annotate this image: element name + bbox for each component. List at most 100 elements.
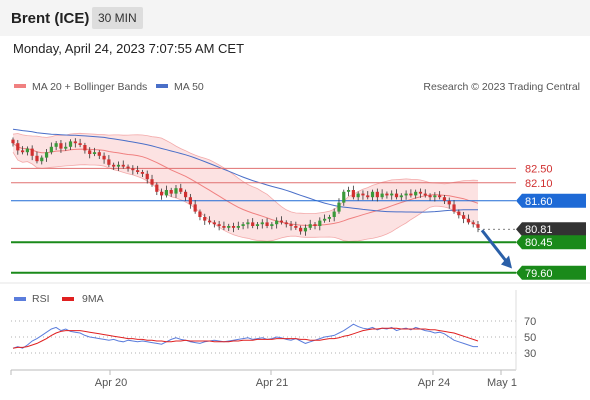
candle-body	[370, 191, 375, 198]
candle-body	[131, 168, 135, 171]
rsi9-line	[12, 327, 479, 349]
candle-body	[150, 179, 154, 185]
candle-body	[476, 224, 480, 228]
candle-body	[227, 226, 231, 228]
x-tick-label-2: Apr 24	[418, 377, 450, 389]
level-tag-3	[516, 222, 586, 237]
candle-body	[322, 218, 327, 221]
level-label-2: 81.60	[525, 196, 553, 208]
candle-body	[442, 197, 447, 201]
candle-body	[102, 155, 106, 160]
candle-body	[54, 143, 58, 147]
candle-body	[222, 226, 226, 228]
candle-body	[40, 157, 44, 162]
candle-body	[318, 220, 322, 226]
candle-body	[188, 197, 192, 205]
candle-body	[59, 143, 63, 149]
x-tick-label-3: May 1	[487, 377, 517, 389]
rsi9-legend-label: 9MA	[82, 293, 104, 305]
candle-body	[399, 195, 403, 198]
rsi-layer: 70 50 30	[11, 316, 536, 360]
candle-body	[423, 193, 427, 196]
candle-body	[394, 193, 399, 198]
candle-body	[294, 226, 298, 228]
level-tag-5	[516, 265, 586, 280]
candle-body	[260, 222, 264, 225]
level-label-1: 82.10	[525, 178, 553, 190]
candle-body	[279, 220, 284, 223]
ma20-legend-label: MA 20 + Bollinger Bands	[32, 81, 147, 93]
forecast-arrow-head	[501, 255, 512, 269]
forecast-arrow-shaft	[480, 229, 510, 265]
ma20-line	[12, 142, 479, 226]
main-legend: MA 20 + Bollinger Bands MA 50 Research ©…	[14, 81, 580, 93]
ma20-legend-swatch	[14, 84, 26, 88]
candle-body	[236, 226, 240, 228]
candle-body	[83, 145, 87, 151]
candle-body	[361, 193, 365, 196]
x-axis: Apr 20 Apr 21 Apr 24 May 1	[10, 290, 517, 389]
candle-body	[121, 164, 125, 167]
candle-body	[275, 220, 279, 225]
candle-body	[337, 202, 341, 212]
level-tag-2	[516, 193, 586, 208]
bollinger-band	[13, 133, 478, 242]
header-bar: Brent (ICE) 30 MIN	[0, 0, 590, 36]
candle-body	[457, 211, 461, 216]
candle-body	[466, 218, 471, 223]
timestamp: Monday, April 24, 2023 7:07:55 AM CET	[13, 41, 245, 56]
candle-body	[390, 193, 394, 196]
rsi-line	[12, 323, 478, 349]
timeframe-button[interactable]: 30 MIN	[92, 7, 143, 29]
candle-body	[92, 152, 97, 154]
candle-body	[126, 166, 130, 169]
candle-body	[332, 211, 336, 217]
rsi-tick-label-2: 30	[524, 348, 536, 360]
candle-body	[183, 191, 188, 198]
rsi-legend-label: RSI	[32, 293, 50, 305]
ma50-line	[12, 128, 478, 213]
candle-body	[164, 190, 169, 196]
candle-body	[16, 143, 20, 151]
candle-body	[303, 227, 308, 232]
level-label-3: 80.81	[525, 224, 553, 236]
candle-body	[231, 226, 236, 228]
candle-body	[380, 193, 384, 198]
candle-body	[203, 217, 207, 221]
x-tick-label-0: Apr 20	[95, 377, 127, 389]
candle-body	[255, 224, 260, 226]
candle-body	[471, 222, 475, 225]
candle-body	[64, 146, 68, 149]
candle-body	[270, 224, 274, 226]
rsi-tick-label-1: 50	[524, 332, 536, 344]
candle-body	[30, 148, 34, 156]
rsi-legend: RSI 9MA	[14, 293, 104, 305]
candle-body	[140, 172, 145, 174]
candle-body	[299, 227, 303, 232]
candle-body	[20, 150, 25, 153]
rsi-legend-swatch	[14, 297, 26, 301]
candle-body	[356, 193, 360, 198]
ma50-legend-swatch	[156, 84, 168, 88]
level-label-5: 79.60	[525, 268, 553, 280]
candle-body	[88, 150, 92, 154]
candle-body	[404, 193, 408, 196]
candle-body	[284, 222, 288, 225]
candle-body	[73, 141, 77, 144]
instrument-title: Brent (ICE)	[11, 10, 90, 27]
candle-body	[136, 170, 140, 172]
candle-body	[241, 224, 245, 226]
candle-body	[342, 191, 346, 203]
candle-body	[438, 195, 442, 198]
candle-body	[462, 215, 466, 219]
candle-body	[351, 190, 355, 198]
candle-body	[346, 190, 351, 192]
candle-body	[251, 222, 255, 226]
ma50-legend-label: MA 50	[174, 81, 204, 93]
candle-body	[452, 204, 456, 212]
candle-body	[414, 191, 418, 196]
candle-body	[174, 188, 178, 194]
candle-body	[198, 211, 202, 217]
